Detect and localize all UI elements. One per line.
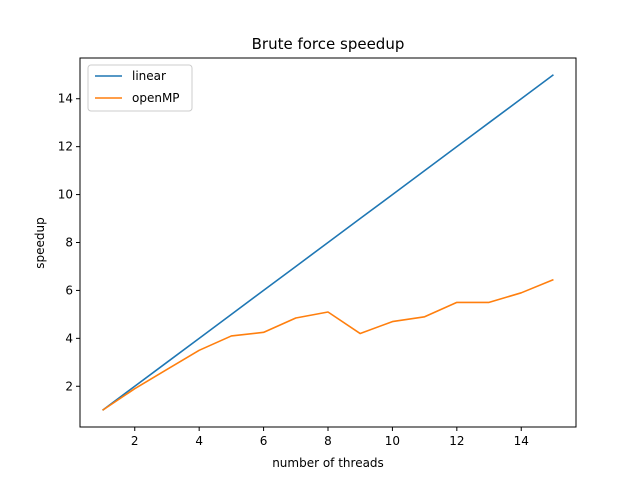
x-tick-label: 12 bbox=[449, 434, 464, 448]
y-axis: 2 4 6 8 10 12 14 bbox=[58, 92, 80, 393]
y-axis-label: speedup bbox=[33, 217, 47, 268]
y-tick-label: 4 bbox=[65, 331, 73, 345]
y-tick-label: 14 bbox=[58, 92, 73, 106]
legend-label-openmp: openMP bbox=[132, 91, 180, 105]
x-tick-label: 10 bbox=[385, 434, 400, 448]
x-tick-label: 4 bbox=[195, 434, 203, 448]
x-axis-label: number of threads bbox=[272, 456, 384, 470]
y-tick-label: 2 bbox=[65, 379, 73, 393]
x-tick-label: 14 bbox=[514, 434, 529, 448]
x-tick-label: 2 bbox=[131, 434, 139, 448]
y-tick-label: 12 bbox=[58, 140, 73, 154]
y-tick-label: 6 bbox=[65, 283, 73, 297]
chart-title: Brute force speedup bbox=[252, 35, 405, 53]
series-line-openmp bbox=[102, 278, 554, 411]
series-layer bbox=[102, 74, 554, 411]
x-axis: 2 4 6 8 10 12 14 bbox=[131, 427, 529, 448]
x-tick-label: 8 bbox=[324, 434, 332, 448]
legend-label-linear: linear bbox=[132, 69, 166, 83]
legend: linear openMP bbox=[87, 64, 193, 112]
series-line-linear bbox=[102, 74, 554, 411]
y-tick-label: 10 bbox=[58, 188, 73, 202]
y-tick-label: 8 bbox=[65, 236, 73, 250]
x-tick-label: 6 bbox=[260, 434, 268, 448]
